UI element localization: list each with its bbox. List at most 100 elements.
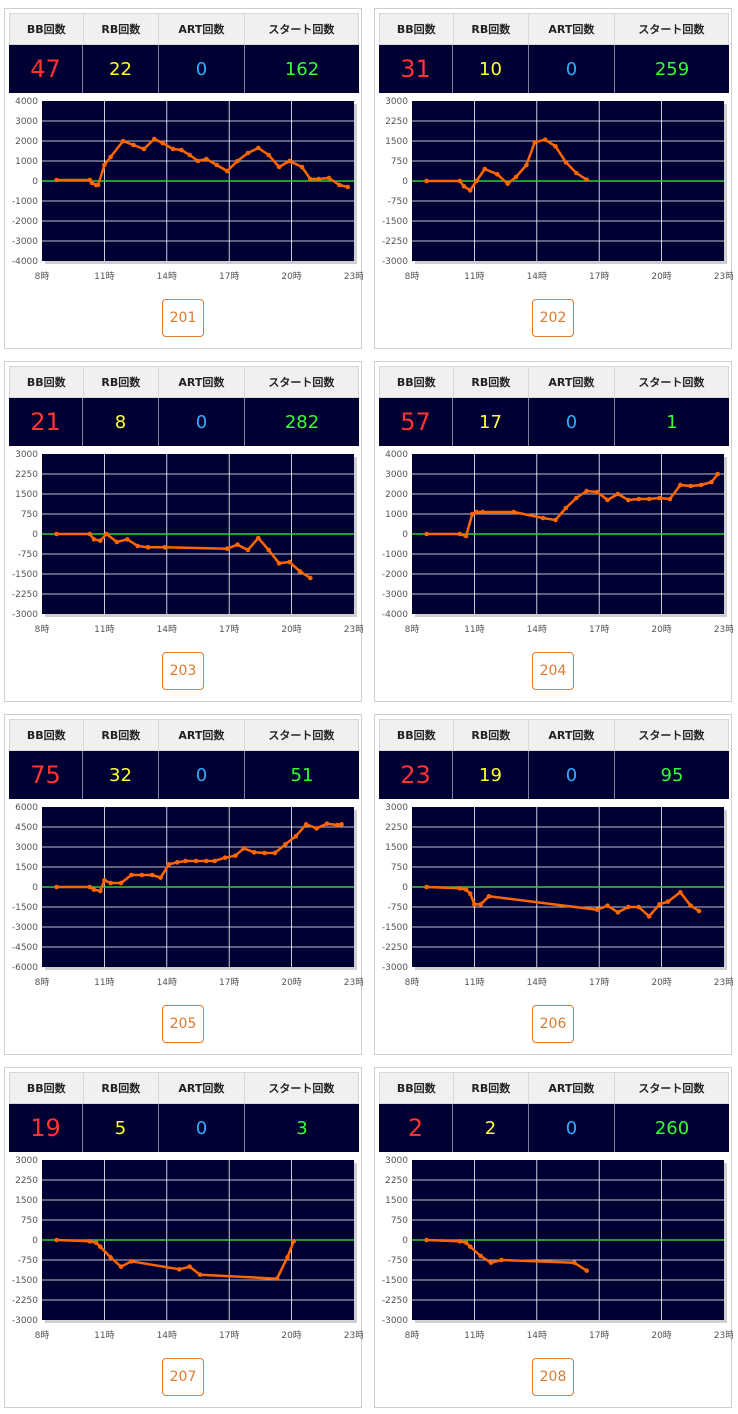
header-rb: RB回数	[84, 1073, 160, 1103]
data-point	[118, 1264, 124, 1269]
data-point	[166, 862, 172, 867]
y-tick-label: 4500	[15, 823, 38, 833]
payout-chart: 3000 2250 1500 750 0 -750 -1500 -2250 -3000 8時 11時…	[12, 450, 363, 635]
y-tick-label: -3000	[12, 1316, 38, 1326]
x-tick-label: 17時	[589, 1330, 609, 1341]
machine-number-button[interactable]: 203	[162, 652, 204, 690]
x-tick-label: 14時	[527, 977, 547, 988]
data-point	[324, 821, 330, 826]
y-tick-label: 0	[32, 1236, 38, 1246]
payout-chart: 4000 3000 2000 1000 0 -1000 -2000 -3000 -4000 8時 1…	[12, 97, 363, 282]
data-point	[594, 907, 600, 912]
rb-count: 32	[83, 751, 159, 799]
header-bb: BB回数	[10, 720, 84, 750]
data-point	[636, 496, 642, 502]
start-count: 162	[284, 58, 320, 80]
header-start: スタート回数	[268, 729, 335, 742]
data-point	[152, 136, 157, 142]
header-rb: RB回数	[454, 1073, 530, 1103]
y-tick-label: 0	[402, 1236, 408, 1246]
header-start: スタート回数	[638, 23, 705, 36]
data-point	[89, 180, 95, 186]
data-point	[696, 908, 702, 914]
data-point	[709, 479, 714, 485]
data-point	[424, 1237, 429, 1243]
data-point	[472, 902, 477, 907]
machine-number-button[interactable]: 207	[162, 1358, 204, 1396]
y-tick-label: -750	[18, 1256, 39, 1266]
header-bb: BB回数	[10, 14, 84, 44]
x-tick-label: 23時	[344, 271, 363, 282]
x-tick-label: 23時	[714, 271, 733, 282]
data-point	[467, 891, 473, 896]
bb-count: 57	[379, 398, 453, 446]
data-point	[174, 860, 180, 865]
data-point	[574, 170, 579, 176]
machine-number-button[interactable]: 205	[162, 1005, 204, 1043]
y-tick-label: 2250	[385, 117, 408, 127]
y-tick-label: -750	[388, 1256, 409, 1266]
x-tick-label: 11時	[464, 271, 484, 282]
header-start: スタート回数	[638, 729, 705, 742]
y-tick-label: -750	[388, 197, 409, 207]
rb-count: 22	[83, 45, 159, 93]
x-tick-label: 8時	[35, 1330, 50, 1341]
data-point	[54, 531, 59, 537]
x-tick-label: 20時	[651, 1330, 671, 1341]
y-tick-label: -3000	[12, 923, 38, 933]
machine-number-button[interactable]: 202	[532, 299, 574, 337]
data-point	[297, 569, 303, 574]
data-point	[605, 903, 610, 908]
data-point	[335, 822, 340, 828]
data-point	[108, 1255, 113, 1260]
machine-number-button[interactable]: 206	[532, 1005, 574, 1043]
y-tick-label: 3000	[385, 1156, 408, 1166]
data-point	[87, 1239, 93, 1244]
x-tick-label: 11時	[94, 1330, 114, 1341]
machine-number-button[interactable]: 208	[532, 1358, 574, 1396]
data-point	[97, 888, 103, 894]
data-point	[176, 1267, 182, 1272]
y-tick-label: 0	[32, 177, 38, 187]
x-tick-label: 8時	[35, 977, 50, 988]
y-tick-label: 4000	[15, 97, 38, 107]
data-point	[195, 158, 201, 164]
x-tick-label: 17時	[219, 271, 239, 282]
header-rb: RB回数	[84, 720, 160, 750]
data-point	[87, 531, 93, 537]
data-point	[251, 850, 257, 855]
data-point	[553, 144, 558, 149]
y-tick-label: 750	[21, 510, 38, 520]
y-tick-label: -1000	[382, 550, 408, 560]
data-point	[276, 164, 282, 170]
y-tick-label: 1500	[385, 1196, 408, 1206]
data-point	[667, 496, 673, 502]
data-point	[266, 152, 272, 158]
data-point	[499, 1257, 504, 1263]
data-point	[54, 1237, 59, 1243]
stats-value-row: 19 5 0 3	[9, 1104, 359, 1152]
data-point	[646, 914, 652, 919]
data-point	[615, 910, 621, 915]
payout-chart: 3000 2250 1500 750 0 -750 -1500 -2250 -3000 8時 11時…	[382, 97, 733, 282]
y-tick-label: 2250	[385, 1176, 408, 1186]
rb-count: 19	[453, 751, 529, 799]
data-point	[615, 491, 621, 497]
y-tick-label: -1500	[12, 570, 38, 580]
data-point	[193, 858, 199, 864]
y-tick-label: 3000	[385, 470, 408, 480]
header-start: スタート回数	[638, 376, 705, 389]
y-tick-label: -4500	[12, 943, 38, 953]
machine-number-button[interactable]: 201	[162, 299, 204, 337]
header-art: ART回数	[529, 720, 615, 750]
header-rb: RB回数	[454, 14, 530, 44]
data-point	[542, 137, 548, 142]
data-point	[129, 1259, 134, 1264]
y-tick-label: -6000	[12, 963, 38, 973]
data-point	[235, 158, 240, 164]
y-tick-label: -3000	[382, 1316, 408, 1326]
data-point	[235, 542, 240, 547]
x-tick-label: 14時	[157, 271, 177, 282]
machine-number-button[interactable]: 204	[532, 652, 574, 690]
data-point	[626, 904, 631, 910]
